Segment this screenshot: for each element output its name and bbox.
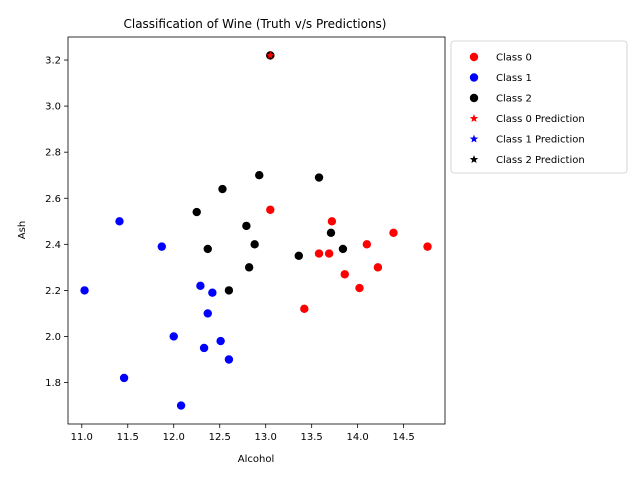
y-tick-label: 1.8 bbox=[45, 378, 61, 389]
class-1-point bbox=[203, 309, 212, 318]
y-tick-label: 2.0 bbox=[45, 332, 61, 343]
class-2-point bbox=[255, 171, 264, 180]
class-2-point bbox=[314, 173, 324, 182]
x-tick-label: 14.5 bbox=[392, 432, 414, 443]
x-tick-label: 11.0 bbox=[71, 432, 93, 443]
class-0-point bbox=[300, 304, 309, 314]
chart-title: Classification of Wine (Truth v/s Predic… bbox=[123, 17, 386, 31]
class-2-point bbox=[326, 228, 336, 238]
class-0-prediction-point bbox=[266, 51, 275, 59]
class-1-point bbox=[224, 355, 234, 364]
y-tick-label: 2.4 bbox=[45, 240, 61, 251]
y-tick-label: 3.0 bbox=[45, 102, 61, 113]
legend-label-class-0: Class 0 bbox=[496, 53, 532, 64]
legend-box bbox=[450, 40, 628, 174]
legend-label-class-2: Class 2 bbox=[496, 94, 532, 105]
y-axis-label: Ash bbox=[17, 221, 28, 239]
class-0-point bbox=[266, 205, 275, 214]
class-1-point bbox=[208, 288, 217, 297]
x-tick-label: 11.5 bbox=[117, 432, 139, 443]
class-2-point bbox=[338, 244, 348, 254]
y-tick-label: 2.8 bbox=[45, 148, 61, 159]
class-1-point bbox=[199, 343, 209, 353]
class-2-point bbox=[244, 263, 254, 272]
class-0-point bbox=[355, 283, 364, 293]
x-axis-ticks: 11.0 11.5 12.0 12.5 13.0 13.5 14.0 14.5 bbox=[71, 424, 415, 443]
class-2-point bbox=[203, 244, 212, 254]
legend: Class 0 Class 1 Class 2 Class 0 Prediction C… bbox=[450, 40, 628, 174]
class-0-point bbox=[362, 240, 372, 249]
class-1-point bbox=[216, 336, 225, 346]
x-tick-label: 14.0 bbox=[347, 432, 369, 443]
y-axis-ticks: 1.8 2.0 2.2 2.4 2.6 2.8 3.0 3.2 bbox=[45, 56, 68, 389]
legend-label-class-1-prediction: Class 1 Prediction bbox=[496, 135, 585, 146]
class-2-point bbox=[242, 221, 251, 231]
y-tick-label: 2.2 bbox=[45, 286, 61, 297]
class-1-point bbox=[196, 281, 205, 290]
class-2-point bbox=[192, 207, 201, 217]
plot-area bbox=[67, 36, 446, 425]
legend-marker-class-0-prediction bbox=[469, 114, 479, 123]
y-tick-label: 2.6 bbox=[45, 194, 61, 205]
y-tick-label: 3.2 bbox=[45, 56, 61, 67]
x-tick-label: 13.0 bbox=[255, 432, 277, 443]
class-0-point bbox=[314, 249, 324, 258]
legend-marker-class-1 bbox=[469, 73, 479, 82]
class-0-point bbox=[389, 228, 398, 238]
class-1-point bbox=[169, 332, 178, 341]
class-2-point bbox=[218, 184, 227, 194]
legend-marker-class-0 bbox=[469, 52, 479, 62]
class-1-point bbox=[80, 286, 89, 295]
legend-label-class-2-prediction: Class 2 Prediction bbox=[496, 155, 585, 166]
x-tick-label: 12.5 bbox=[209, 432, 231, 443]
legend-marker-class-2 bbox=[469, 93, 479, 103]
class-2-point bbox=[250, 240, 259, 249]
class-0-point bbox=[324, 249, 334, 258]
legend-marker-class-2-prediction bbox=[469, 155, 479, 164]
class-2-point bbox=[294, 251, 303, 261]
legend-label-class-1: Class 1 bbox=[496, 73, 532, 84]
class-0-point bbox=[423, 242, 432, 251]
class-0-point bbox=[373, 263, 383, 272]
class-1-point bbox=[119, 373, 129, 383]
class-1-point bbox=[157, 242, 166, 251]
legend-label-class-0-prediction: Class 0 Prediction bbox=[496, 114, 585, 125]
x-tick-label: 13.5 bbox=[301, 432, 323, 443]
class-1-point bbox=[176, 401, 186, 410]
points-layer bbox=[80, 51, 432, 410]
plot-frame bbox=[67, 36, 446, 425]
class-1-point bbox=[115, 217, 124, 226]
class-0-point bbox=[327, 217, 337, 226]
x-axis-label: Alcohol bbox=[238, 454, 274, 465]
legend-marker-class-1-prediction bbox=[469, 134, 479, 143]
class-0-point bbox=[340, 270, 349, 279]
x-tick-label: 12.0 bbox=[163, 432, 185, 443]
class-2-point bbox=[224, 286, 234, 295]
